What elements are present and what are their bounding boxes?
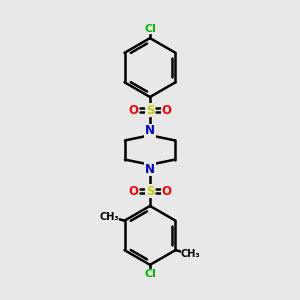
Text: Cl: Cl bbox=[144, 24, 156, 34]
Text: N: N bbox=[145, 163, 155, 176]
Text: Cl: Cl bbox=[144, 269, 156, 279]
Text: N: N bbox=[145, 124, 155, 137]
Text: S: S bbox=[146, 185, 154, 198]
Text: CH₃: CH₃ bbox=[99, 212, 119, 222]
Text: O: O bbox=[161, 104, 171, 117]
Text: CH₃: CH₃ bbox=[181, 249, 201, 259]
Text: O: O bbox=[129, 104, 139, 117]
Text: S: S bbox=[146, 104, 154, 117]
Text: O: O bbox=[129, 185, 139, 198]
Text: O: O bbox=[161, 185, 171, 198]
